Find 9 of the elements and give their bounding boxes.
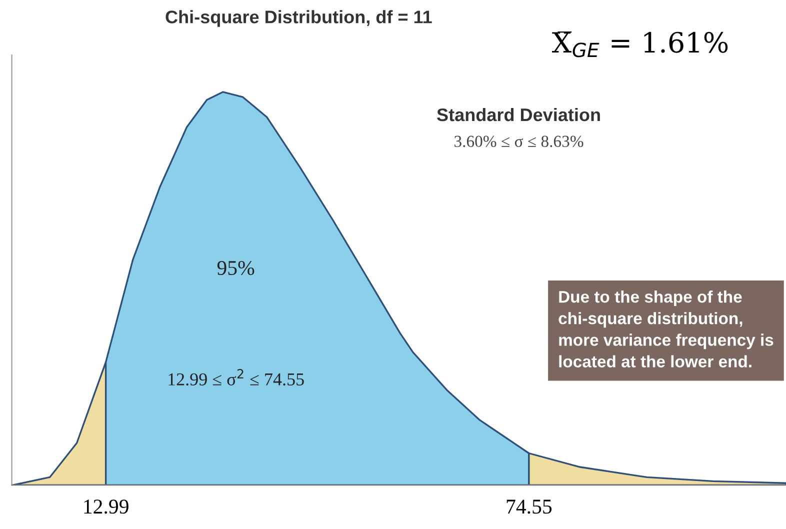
x-tick-label: 12.99 <box>84 500 128 514</box>
annotation: 3.60% ≤ σ ≤ 8.63% <box>454 136 584 148</box>
annotation: 95% <box>217 260 254 276</box>
x-tick-label: 74.55 <box>506 500 552 514</box>
annotation: 12.99 ≤ σ$^{2}$ ≤ 74.55 <box>168 369 304 386</box>
text: X̅$_{GE}$ = 1.61% <box>552 32 728 58</box>
annotation: Standard Deviation <box>437 108 600 122</box>
annotation: Due to the shape of the chi-square distribution, more variance frequency is located at the lower end. <box>558 290 774 368</box>
chart-title: Chi-square Distribution, df = 11 <box>166 10 432 27</box>
